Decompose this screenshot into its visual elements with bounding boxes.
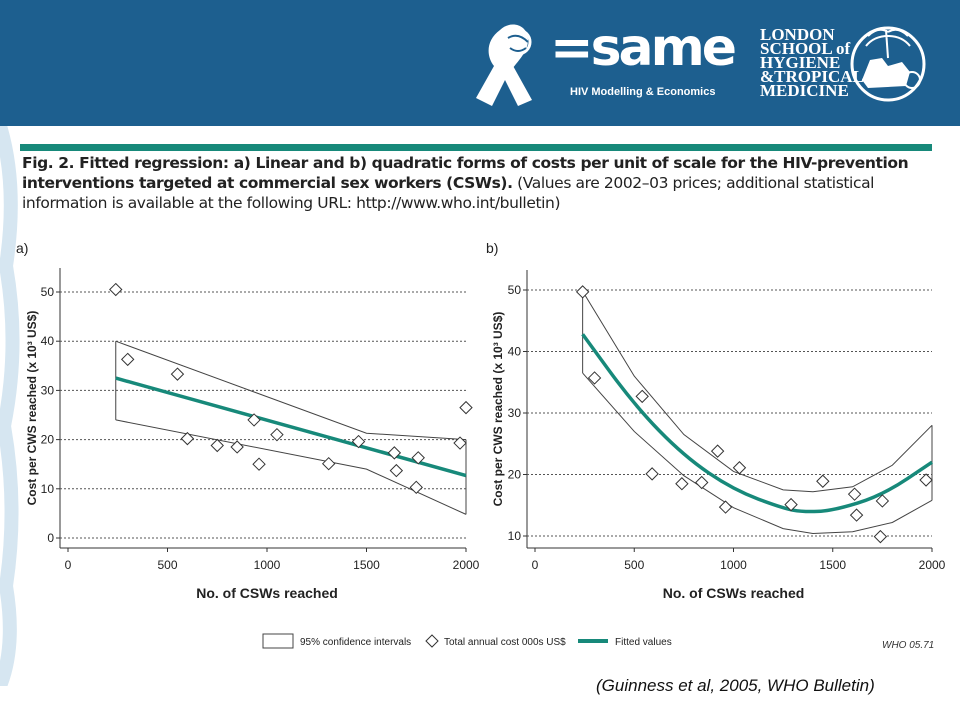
data-point (180, 431, 195, 446)
x-tick-label: 1500 (353, 558, 380, 572)
ribbon-icon (476, 24, 532, 106)
data-point (695, 475, 709, 490)
x-axis-label: No. of CSWs reached (663, 585, 805, 601)
data-point (873, 529, 888, 544)
y-axis-label: Cost per CWS reached (x 10³ US$) (25, 311, 39, 506)
institution-line: HYGIENE (760, 53, 841, 72)
y-tick-label: 30 (508, 406, 522, 420)
caption-rule (20, 144, 932, 151)
legend-fit-label: Fitted values (615, 637, 672, 648)
institution-line: MEDICINE (760, 81, 849, 100)
y-tick-label: 20 (41, 433, 55, 447)
fitted-line (581, 333, 933, 514)
data-point (849, 508, 864, 522)
data-point (230, 440, 244, 454)
data-point (635, 389, 649, 404)
institution-line: LONDON (760, 25, 835, 44)
legend-ci-swatch (262, 633, 294, 649)
same-logo: =same HIV Modelling & Economics (470, 18, 750, 110)
legend-point-marker (425, 634, 439, 648)
x-tick-label: 2000 (919, 558, 946, 572)
data-point (389, 463, 404, 478)
data-point (453, 436, 467, 450)
x-tick-label: 2000 (453, 558, 480, 572)
ci-upper-line (115, 340, 467, 441)
ci-lower-line (582, 372, 933, 535)
institution-line: &TROPICAL (760, 67, 864, 86)
legend: 95% confidence intervals Total annual co… (262, 633, 672, 649)
y-tick-label: 40 (41, 334, 55, 348)
who-mark: WHO 05.71 (882, 640, 935, 651)
y-axis-label: Cost per CWS reached (x 10³ US$) (491, 312, 505, 507)
x-tick-label: 500 (624, 558, 644, 572)
x-axis-label: No. of CSWs reached (196, 585, 338, 601)
data-point (718, 500, 733, 514)
caption-bold: Fig. 2. Fitted regression: a) Linear and… (22, 154, 909, 192)
data-point (411, 451, 425, 465)
data-point (875, 494, 890, 508)
x-tick-label: 500 (157, 558, 177, 572)
data-point (587, 371, 602, 385)
fitted-line (115, 376, 467, 478)
figure-caption: Fig. 2. Fitted regression: a) Linear and… (22, 153, 932, 213)
legend-ci-label: 95% confidence intervals (300, 637, 411, 648)
data-point (784, 497, 798, 512)
ci-lower-line (115, 419, 467, 515)
data-point (170, 367, 185, 381)
data-point (252, 457, 266, 471)
data-point (732, 461, 747, 475)
y-tick-label: 50 (41, 285, 55, 299)
data-point (459, 400, 473, 415)
x-tick-label: 1000 (720, 558, 747, 572)
y-tick-label: 30 (41, 383, 55, 397)
data-point (710, 444, 725, 458)
data-point (321, 457, 336, 471)
y-tick-label: 0 (47, 531, 54, 545)
data-point (847, 487, 862, 501)
data-point (109, 282, 123, 297)
data-point (351, 434, 366, 449)
data-point (210, 438, 224, 453)
y-tick-label: 10 (41, 482, 55, 496)
x-tick-label: 1500 (819, 558, 846, 572)
crest-icon (850, 26, 926, 102)
institution-name: LONDON SCHOOL of HYGIENE &TROPICAL MEDIC… (760, 25, 864, 100)
data-point (120, 352, 135, 367)
data-point (816, 474, 830, 488)
data-point (919, 473, 933, 487)
header-banner: =same HIV Modelling & Economics LONDON S… (0, 0, 960, 126)
logo-subtitle: HIV Modelling & Economics (570, 86, 716, 98)
institution-line: SCHOOL of (760, 39, 851, 58)
data-point (270, 427, 284, 442)
legend-points-label: Total annual cost 000s US$ (444, 637, 566, 648)
data-point (575, 285, 590, 299)
y-tick-label: 20 (508, 468, 522, 482)
y-tick-label: 40 (508, 345, 522, 359)
x-tick-label: 0 (65, 558, 72, 572)
panel-label: b) (486, 240, 498, 256)
data-point (387, 446, 402, 460)
data-point (247, 413, 261, 427)
ci-upper-line (582, 290, 933, 493)
side-decoration (0, 126, 20, 686)
data-point (409, 480, 423, 495)
x-tick-label: 0 (532, 558, 539, 572)
source-credit: (Guinness et al, 2005, WHO Bulletin) (596, 676, 875, 695)
data-point (675, 477, 689, 491)
data-point (645, 467, 659, 481)
y-tick-label: 10 (508, 529, 522, 543)
panel-label: a) (16, 240, 28, 256)
logo-main-text: =same (550, 18, 737, 78)
caption-rest: (Values are 2002–03 prices; additional s… (22, 174, 875, 212)
y-tick-label: 50 (508, 283, 522, 297)
x-tick-label: 1000 (254, 558, 281, 572)
